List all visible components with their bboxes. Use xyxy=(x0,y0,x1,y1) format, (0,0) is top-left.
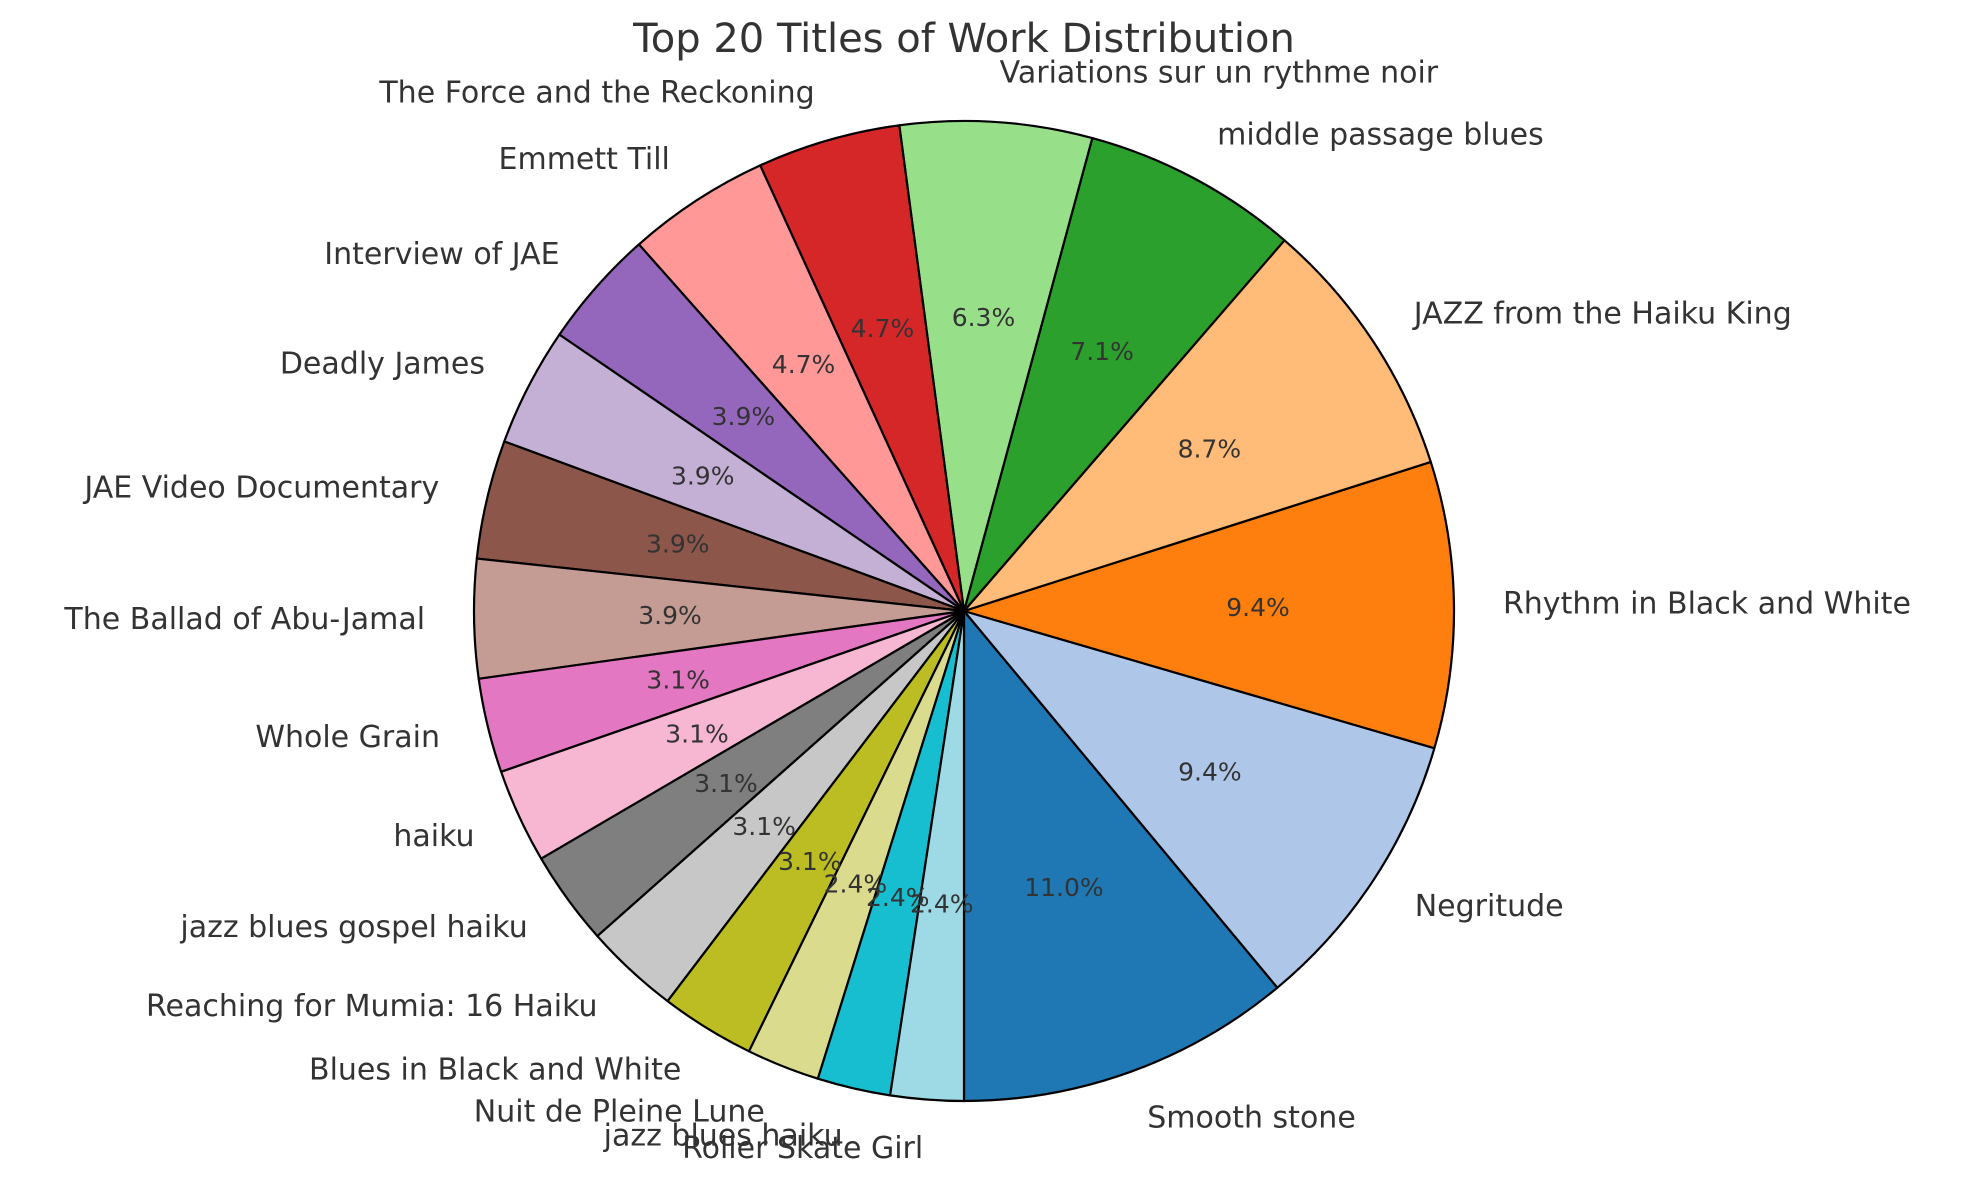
slice-label-roller-skate-girl: Roller Skate Girl xyxy=(682,1131,923,1166)
pie-slice-variations-sur-un-rythme-noir xyxy=(898,119,1094,613)
pct-label-jazz-blues-haiku: 2.4% xyxy=(866,883,930,912)
pct-label-the-force-and-the-reckoning: 4.7% xyxy=(851,314,915,343)
pct-label-roller-skate-girl: 2.4% xyxy=(910,890,974,919)
pct-label-the-ballad-of-abu-jamal: 3.9% xyxy=(638,601,702,630)
pct-label-nuit-de-pleine-lune: 2.4% xyxy=(824,870,888,899)
pct-label-negritude: 9.4% xyxy=(1178,758,1242,787)
pie-slice-negritude xyxy=(962,609,1436,989)
pct-label-smooth-stone: 11.0% xyxy=(1024,873,1103,902)
pct-label-variations-sur-un-rythme-noir: 6.3% xyxy=(952,303,1016,332)
pct-label-jazz-blues-gospel-haiku: 3.1% xyxy=(694,769,758,798)
pie-slice-roller-skate-girl xyxy=(889,609,966,1103)
pct-label-jazz-from-the-haiku-king: 8.7% xyxy=(1178,435,1242,464)
slice-label-deadly-james: Deadly James xyxy=(280,346,485,381)
pct-label-blues-in-black-and-white: 3.1% xyxy=(778,847,842,876)
slice-label-middle-passage-blues: middle passage blues xyxy=(1217,118,1544,153)
percentage-labels: 11.0% 9.4% 9.4% 8.7% 7.1% 6.3% 4.7% 4.7% 3.9% 3.9… xyxy=(638,303,1289,919)
slice-label-nuit-de-pleine-lune: Nuit de Pleine Lune xyxy=(474,1094,765,1129)
pct-label-middle-passage-blues: 7.1% xyxy=(1070,337,1134,366)
pie-slice-rhythm-in-black-and-white xyxy=(962,460,1456,750)
slice-label-jazz-from-the-haiku-king: JAZZ from the Haiku King xyxy=(1412,297,1792,332)
slice-label-reaching-for-mumia-16-haiku: Reaching for Mumia: 16 Haiku xyxy=(146,989,598,1024)
slice-label-whole-grain: Whole Grain xyxy=(255,720,440,755)
slice-label-smooth-stone: Smooth stone xyxy=(1147,1100,1356,1135)
pie-slice-jazz-from-the-haiku-king xyxy=(962,239,1432,613)
slice-label-the-force-and-the-reckoning: The Force and the Reckoning xyxy=(378,76,814,111)
slice-label-jazz-blues-gospel-haiku: jazz blues gospel haiku xyxy=(179,910,527,945)
pie-slice-middle-passage-blues xyxy=(962,137,1286,613)
slice-label-the-ballad-of-abu-jamal: The Ballad of Abu-Jamal xyxy=(63,602,425,637)
pct-label-emmett-till: 4.7% xyxy=(772,350,836,379)
pct-label-reaching-for-mumia-16-haiku: 3.1% xyxy=(732,812,796,841)
slice-label-variations-sur-un-rythme-noir: Variations sur un rythme noir xyxy=(1000,56,1439,91)
pct-label-whole-grain: 3.1% xyxy=(646,665,710,694)
slice-label-haiku: haiku xyxy=(393,819,474,854)
slice-label-negritude: Negritude xyxy=(1415,889,1564,924)
slice-label-interview-of-jae: Interview of JAE xyxy=(324,237,559,272)
slice-label-jazz-blues-haiku: jazz blues haiku xyxy=(603,1119,843,1154)
slice-label-blues-in-black-and-white: Blues in Black and White xyxy=(309,1052,681,1087)
pct-label-interview-of-jae: 3.9% xyxy=(712,402,776,431)
chart-title: Top 20 Titles of Work Distribution xyxy=(632,16,1295,62)
slice-label-rhythm-in-black-and-white: Rhythm in Black and White xyxy=(1503,587,1911,622)
slice-labels: Smooth stone Negritude Rhythm in Black and… xyxy=(63,56,1910,1166)
pie-slices xyxy=(472,119,1456,1103)
pct-label-rhythm-in-black-and-white: 9.4% xyxy=(1226,593,1290,622)
slice-label-jae-video-documentary: JAE Video Documentary xyxy=(82,470,439,505)
pct-label-haiku: 3.1% xyxy=(665,720,729,749)
slice-label-emmett-till: Emmett Till xyxy=(499,142,670,177)
pct-label-deadly-james: 3.9% xyxy=(671,462,735,491)
pie-slice-smooth-stone xyxy=(962,609,1279,1103)
pct-label-jae-video-documentary: 3.9% xyxy=(646,529,710,558)
